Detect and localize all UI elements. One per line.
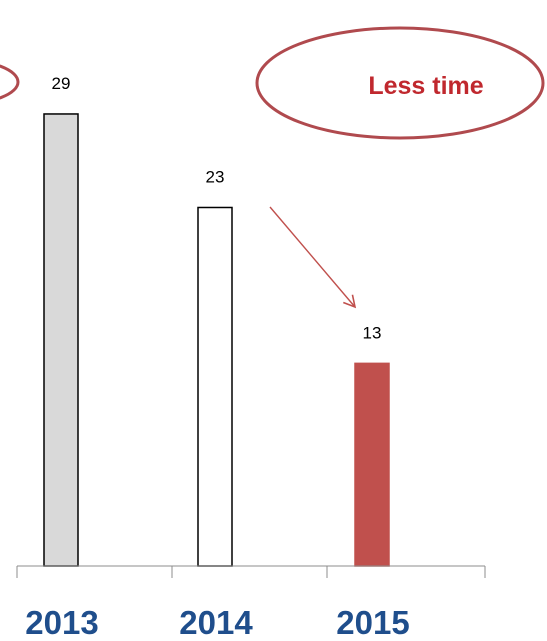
partial-callout-ellipse [0, 64, 20, 100]
trend-arrow [269, 206, 357, 309]
category-label-2015: 2015 [336, 604, 409, 641]
bars-group [43, 113, 390, 567]
value-label-2013: 29 [52, 74, 71, 93]
callout-ellipse [255, 26, 545, 140]
bar-2015 [354, 362, 390, 567]
value-label-2015: 13 [363, 323, 382, 342]
x-axis-ticks [16, 566, 486, 578]
category-labels-group: 2013 2014 2015 [25, 604, 409, 641]
callout-text: Less time [368, 72, 483, 100]
bar-2013 [43, 113, 79, 567]
category-label-2013: 2013 [25, 604, 98, 641]
bar-2014 [197, 206, 233, 567]
value-labels-group: 29 23 13 [52, 74, 382, 342]
category-label-2014: 2014 [179, 604, 253, 641]
value-label-2014: 23 [206, 167, 225, 186]
